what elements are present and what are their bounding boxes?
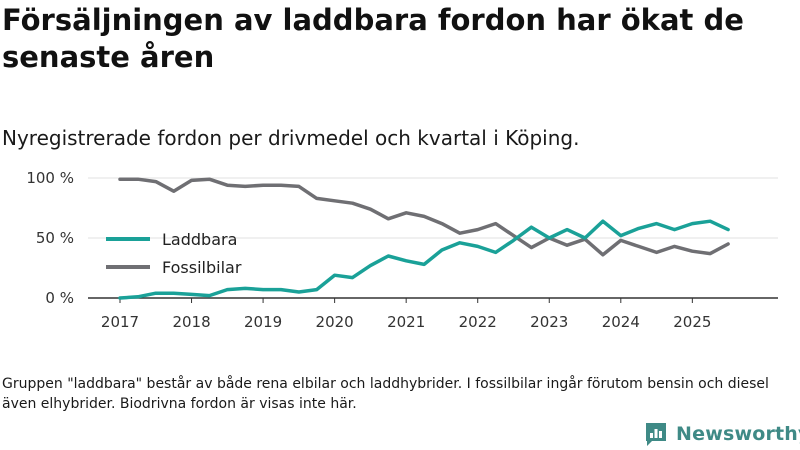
x-tick-label: 2018 [172, 313, 210, 331]
x-tick-label: 2017 [101, 313, 139, 331]
brand-name: Newsworthy [676, 423, 800, 445]
y-tick-label: 100 % [26, 169, 74, 187]
x-axis-ticks: 2017 2018 2019 2020 2021 2022 2023 2024 2025 [101, 298, 711, 331]
y-axis-ticks: 0 % 50 % 100 % [26, 169, 74, 307]
footnote: Gruppen "laddbara" består av både rena e… [2, 376, 769, 412]
legend: Laddbara Fossilbilar [106, 230, 242, 277]
x-tick-label: 2021 [387, 313, 425, 331]
chart-title: Försäljningen av laddbara fordon har öka… [2, 3, 744, 74]
x-tick-label: 2020 [316, 313, 354, 331]
series-line-fossilbilar [118, 177, 730, 257]
x-tick-label: 2024 [602, 313, 640, 331]
newsworthy-logo-icon [646, 423, 666, 446]
x-tick-label: 2022 [459, 313, 497, 331]
y-tick-label: 0 % [45, 289, 74, 307]
y-tick-label: 50 % [36, 229, 74, 247]
x-tick-label: 2019 [244, 313, 282, 331]
legend-label-fossilbilar: Fossilbilar [162, 258, 242, 277]
x-tick-label: 2025 [673, 313, 711, 331]
series-line-laddbara [118, 219, 730, 300]
legend-label-laddbara: Laddbara [162, 230, 237, 249]
chart-subtitle: Nyregistrerade fordon per drivmedel och … [2, 126, 580, 150]
series-lines [118, 177, 730, 300]
x-tick-label: 2023 [530, 313, 568, 331]
brand-logo: Newsworthy [644, 420, 800, 448]
line-chart: 0 % 50 % 100 % 2017 2018 2019 2020 2021 2022 202… [26, 169, 778, 331]
